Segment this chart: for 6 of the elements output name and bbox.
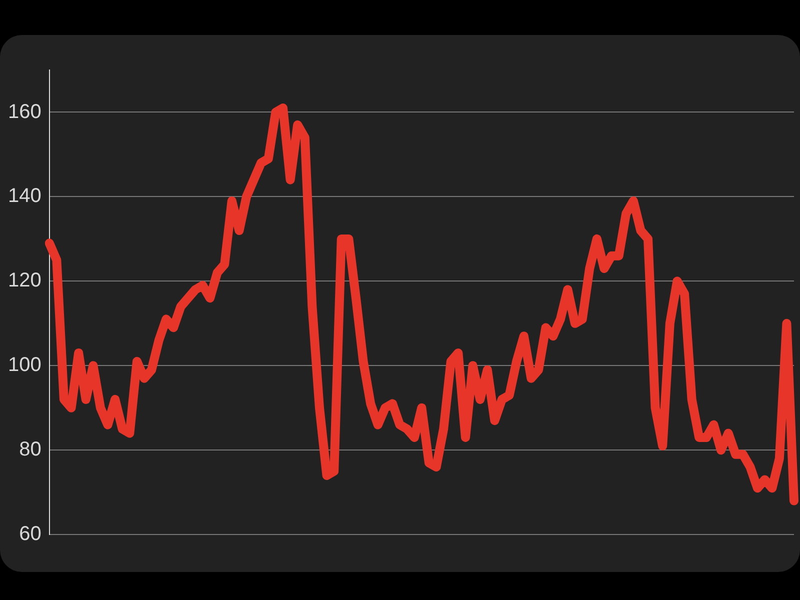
y-tick-label: 140: [8, 185, 42, 208]
y-tick-label: 80: [19, 438, 42, 461]
y-tick-label: 160: [8, 100, 42, 123]
y-tick-label: 100: [8, 354, 42, 376]
y-tick-label: 120: [8, 270, 42, 292]
y-tick-label: 60: [19, 523, 42, 546]
